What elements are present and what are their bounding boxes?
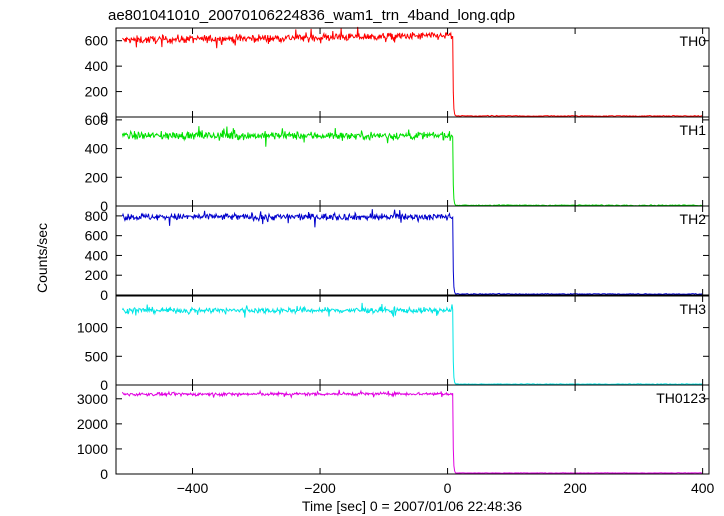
panel-label: TH1 [680,122,707,138]
chart-title: ae801041010_20070106224836_wam1_trn_4ban… [108,7,515,24]
panel-label: TH2 [680,211,707,227]
panel-label: TH0123 [656,390,706,406]
panel-th0123: 0 1000 2000 3000 TH0123 [77,384,710,482]
series-line-th2 [121,209,703,296]
y-tick-label: 400 [85,141,109,157]
panel-frame [115,384,710,475]
y-tick-label: 600 [85,228,109,244]
panel-th2: 0 200 400 600 800 TH2 [85,205,710,303]
series-line-th1 [121,126,703,207]
y-tick-label: 200 [85,84,109,100]
series-line-th3 [121,302,703,386]
y-tick-label: 0 [100,109,108,125]
y-tick-label: 0 [100,466,108,482]
panel-frame [115,205,710,296]
y-tick-label: 400 [85,247,109,263]
y-tick-label: 0 [100,198,108,214]
y-tick-label: 1000 [77,320,108,336]
panel-label: TH3 [680,301,707,317]
y-tick-label: 600 [85,112,109,128]
y-tick-label: 0 [100,377,108,393]
y-axis-label: Counts/sec [34,223,50,293]
y-tick-label: 0 [100,287,108,303]
x-tick-label: 200 [563,480,587,496]
y-tick-label: 1000 [77,441,108,457]
y-tick-label: 2000 [77,416,108,432]
panel-frame [115,116,710,207]
x-tick-label: 400 [691,480,715,496]
y-tick-label: 400 [85,58,109,74]
panel-th0: 0 200 400 600 TH0 [85,26,710,125]
x-tick-label: −200 [304,480,336,496]
panel-label: TH0 [680,33,707,49]
series-line-th0123 [121,389,703,474]
x-tick-label: 0 [444,480,452,496]
series-line-th0 [122,26,703,117]
x-axis-label: Time [sec] 0 = 2007/01/06 22:48:36 [302,498,522,514]
panels-group: 0 200 400 600 TH0 0 200 400 600 TH1 0 200 400 600 800 T… [77,26,715,496]
y-tick-label: 200 [85,267,109,283]
y-tick-label: 3000 [77,391,108,407]
y-tick-label: 200 [85,169,109,185]
panel-frame [115,27,710,118]
x-tick-label: −400 [177,480,209,496]
panel-th1: 0 200 400 600 TH1 [85,112,710,214]
y-tick-label: 600 [85,33,109,49]
y-tick-label: 800 [85,208,109,224]
y-tick-label: 500 [85,348,109,364]
panel-th3: 0 500 1000 TH3 [77,295,710,393]
panel-frame [115,295,710,386]
